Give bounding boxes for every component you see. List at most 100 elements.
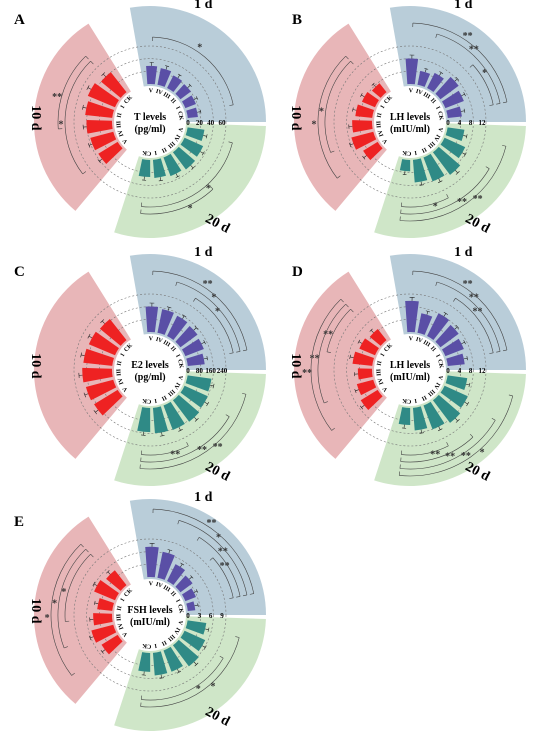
category-label: CK bbox=[176, 359, 184, 369]
significance-star: ** bbox=[203, 279, 213, 290]
axis-tick-label: 0 bbox=[446, 367, 450, 375]
bracket-tick bbox=[496, 351, 501, 353]
significance-bracket bbox=[57, 548, 86, 649]
bar bbox=[360, 389, 383, 411]
sector-20d bbox=[114, 123, 266, 238]
error-bar bbox=[352, 109, 357, 111]
bar bbox=[138, 652, 151, 672]
significance-star: ** bbox=[473, 306, 483, 317]
category-label: CK bbox=[176, 111, 184, 121]
bar bbox=[363, 141, 383, 161]
error-cap bbox=[180, 562, 185, 566]
bar bbox=[88, 331, 119, 356]
error-cap bbox=[87, 333, 91, 339]
bracket-tick bbox=[330, 150, 335, 153]
category-label: V bbox=[382, 137, 390, 145]
bar bbox=[181, 338, 204, 357]
category-label: V bbox=[149, 581, 154, 587]
axis-tick-label: 3 bbox=[198, 612, 202, 620]
significance-star: * bbox=[188, 204, 193, 215]
significance-bracket bbox=[178, 520, 248, 596]
significance-bracket bbox=[399, 146, 507, 222]
category-label: IV bbox=[415, 89, 424, 97]
error-bar bbox=[180, 563, 183, 568]
bracket-tick bbox=[242, 349, 248, 352]
error-cap bbox=[206, 356, 208, 361]
error-cap bbox=[101, 72, 106, 76]
bar bbox=[181, 95, 196, 109]
error-bar bbox=[193, 661, 197, 665]
axis-tick-label: 20 bbox=[196, 119, 204, 127]
panel-letter: C bbox=[14, 264, 25, 280]
error-bar bbox=[420, 429, 422, 434]
grid-ring bbox=[99, 71, 201, 173]
group-label: 20 d bbox=[463, 212, 493, 237]
significance-bracket bbox=[401, 197, 449, 208]
bracket-tick bbox=[326, 351, 331, 353]
significance-bracket bbox=[412, 270, 508, 351]
significance-bracket bbox=[436, 281, 501, 352]
bar bbox=[137, 407, 151, 433]
category-label: II bbox=[117, 605, 124, 611]
category-label: I bbox=[153, 642, 157, 648]
bar bbox=[427, 313, 450, 341]
bar bbox=[356, 379, 377, 396]
grid-ring bbox=[73, 538, 227, 692]
bar bbox=[167, 315, 188, 341]
category-label: V bbox=[149, 88, 154, 94]
significance-star: * bbox=[482, 68, 487, 79]
center-title: LH levels bbox=[390, 112, 430, 123]
axis-tick-label: 8 bbox=[469, 119, 473, 127]
error-bar bbox=[165, 65, 168, 70]
significance-star: ** bbox=[220, 561, 230, 572]
bracket-tick bbox=[242, 594, 248, 597]
category-label: III bbox=[376, 368, 383, 376]
error-bar bbox=[455, 170, 458, 174]
error-bar bbox=[454, 326, 458, 330]
error-cap bbox=[425, 310, 431, 313]
error-cap bbox=[167, 549, 173, 552]
error-cap bbox=[80, 352, 82, 358]
category-label: IV bbox=[377, 376, 385, 385]
bar bbox=[85, 379, 117, 401]
error-cap bbox=[419, 184, 424, 186]
error-cap bbox=[194, 662, 199, 667]
category-label: CK bbox=[176, 604, 184, 614]
bar bbox=[435, 76, 459, 100]
bar bbox=[445, 127, 465, 142]
grid-ring bbox=[86, 58, 214, 186]
error-bar bbox=[201, 341, 205, 345]
error-cap bbox=[463, 92, 466, 97]
sector-1d bbox=[129, 499, 266, 615]
bar bbox=[172, 394, 200, 422]
bracket-tick bbox=[350, 60, 354, 65]
significance-bracket bbox=[139, 394, 247, 470]
bracket-tick bbox=[446, 442, 449, 446]
significance-bracket bbox=[326, 308, 351, 352]
sector-10d bbox=[293, 23, 391, 211]
bar bbox=[138, 159, 151, 177]
bar bbox=[181, 588, 196, 602]
bar bbox=[399, 159, 411, 172]
group-label: 1 d bbox=[454, 0, 473, 12]
significance-bracket bbox=[195, 297, 234, 353]
error-bar bbox=[94, 602, 99, 604]
category-label: II bbox=[420, 146, 427, 154]
category-label: III bbox=[116, 120, 123, 128]
category-label: II bbox=[160, 639, 167, 647]
category-label: IV bbox=[415, 337, 424, 345]
bracket-tick bbox=[229, 597, 234, 599]
error-bar bbox=[461, 93, 465, 97]
bracket-tick bbox=[502, 144, 507, 147]
category-label: IV bbox=[432, 133, 441, 142]
bracket-tick bbox=[236, 596, 241, 598]
bracket-tick bbox=[90, 553, 94, 558]
center-title: LH levels bbox=[390, 360, 430, 371]
group-label: 20 d bbox=[203, 460, 233, 485]
category-label: IV bbox=[377, 128, 385, 137]
axis-tick-label: 0 bbox=[446, 119, 450, 127]
error-cap bbox=[195, 96, 199, 100]
bar bbox=[186, 601, 196, 612]
bar bbox=[101, 72, 127, 98]
